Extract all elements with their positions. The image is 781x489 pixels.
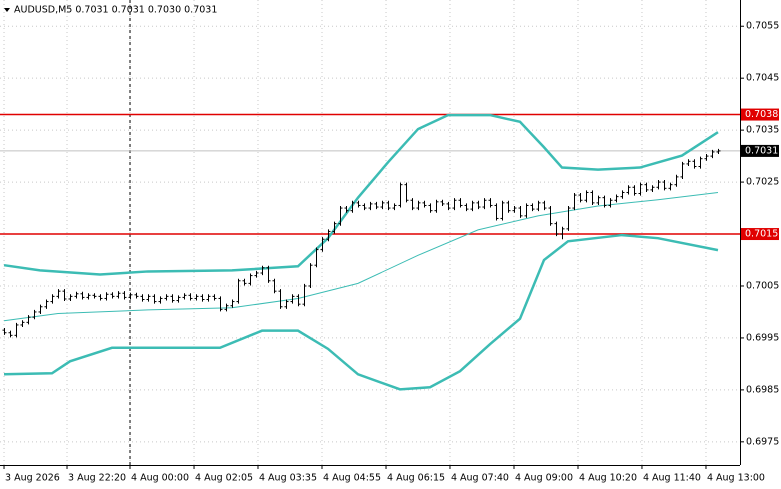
x-tick-label: 4 Aug 00:00 [131,473,189,484]
y-tick-label: 0.7005 [746,280,779,291]
level-label: 0.7038 [745,109,778,120]
y-tick-label: 0.7055 [746,21,779,32]
bollinger-band [3,113,719,276]
x-tick-label: 4 Aug 10:20 [579,473,637,484]
level-label: 0.7015 [745,229,778,240]
x-tick-label: 4 Aug 04:55 [323,473,381,484]
x-tick-label: 4 Aug 13:00 [707,473,765,484]
y-tick-label: 0.6975 [746,436,779,447]
bollinger-band [3,191,719,322]
y-tick-label: 0.7035 [746,125,779,136]
x-tick-label: 4 Aug 07:40 [451,473,509,484]
x-tick-label: 4 Aug 03:35 [259,473,317,484]
x-tick-label: 4 Aug 11:40 [643,473,701,484]
y-tick-label: 0.7045 [746,73,779,84]
current-price-label: 0.7031 [745,145,778,156]
current-price-box [741,144,779,157]
x-tick-label: 3 Aug 22:20 [68,473,126,484]
level-label-box [741,228,779,241]
x-tick-label: 4 Aug 02:05 [195,473,253,484]
bollinger-band [3,233,719,391]
x-tick-label: 4 Aug 09:00 [515,473,573,484]
x-tick-label: 3 Aug 2026 [5,473,60,484]
collapse-icon [4,8,10,12]
chart-title: AUDUSD,M5 0.7031 0.7031 0.7030 0.7031 [14,5,217,16]
x-tick-label: 4 Aug 06:15 [387,473,445,484]
level-label-box [741,108,779,121]
y-tick-label: 0.7025 [746,177,779,188]
y-tick-label: 0.6985 [746,384,779,395]
y-tick-label: 0.6995 [746,332,779,343]
